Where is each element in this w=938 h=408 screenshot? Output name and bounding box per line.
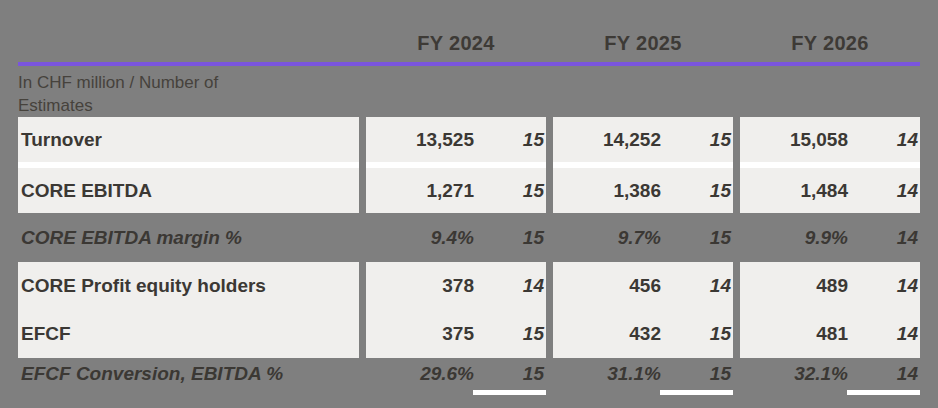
table-row-efcf-conversion: EFCF Conversion, EBITDA % 29.6% 15 31.1%… bbox=[18, 358, 920, 390]
value: 9.4% bbox=[366, 227, 474, 249]
metric-label-column: CORE Profit equity holders EFCF bbox=[18, 262, 359, 358]
value: 32.1% bbox=[740, 363, 848, 385]
column-header-fy2025: FY 2025 bbox=[553, 30, 733, 56]
sum-underline bbox=[553, 390, 733, 395]
estimate-count: 14 bbox=[661, 275, 733, 297]
table-row-core-ebitda-margin: CORE EBITDA margin % 9.4% 15 9.7% 15 9.9… bbox=[18, 213, 920, 262]
value: 9.7% bbox=[553, 227, 661, 249]
metric-label: CORE EBITDA margin % bbox=[18, 213, 359, 262]
estimate-count: 14 bbox=[848, 129, 920, 151]
value-cell: 9.7% 15 bbox=[553, 213, 733, 262]
unit-note: In CHF million / Number of Estimates bbox=[18, 71, 218, 117]
value-cell: 1,271 15 bbox=[366, 168, 546, 213]
metric-label: CORE EBITDA bbox=[18, 168, 359, 213]
metric-label: Turnover bbox=[18, 117, 359, 162]
unit-note-line1: In CHF million / Number of bbox=[18, 71, 218, 94]
estimate-count: 15 bbox=[474, 363, 546, 385]
value: 1,484 bbox=[740, 180, 848, 202]
value: 481 bbox=[740, 323, 848, 345]
value-cell: 29.6% 15 bbox=[366, 358, 546, 390]
value: 29.6% bbox=[366, 363, 474, 385]
value: 14,252 bbox=[553, 129, 661, 151]
value: 375 bbox=[366, 323, 474, 345]
consensus-table: Turnover 13,525 15 14,252 15 15,058 14 C… bbox=[18, 117, 920, 395]
estimate-count: 14 bbox=[848, 275, 920, 297]
estimate-count: 15 bbox=[661, 129, 733, 151]
sum-underline-row bbox=[18, 390, 920, 395]
column-header-fy2024: FY 2024 bbox=[366, 30, 546, 56]
estimate-count: 15 bbox=[661, 363, 733, 385]
estimate-count: 15 bbox=[474, 323, 546, 345]
value-cell: 32.1% 14 bbox=[740, 358, 920, 390]
column-header-fy2026: FY 2026 bbox=[740, 30, 920, 56]
value-cell: 9.9% 14 bbox=[740, 213, 920, 262]
unit-note-line2: Estimates bbox=[18, 94, 218, 117]
estimate-count: 15 bbox=[474, 180, 546, 202]
estimate-count: 14 bbox=[848, 180, 920, 202]
table-row-core-ebitda: CORE EBITDA 1,271 15 1,386 15 1,484 14 bbox=[18, 168, 920, 213]
table-rows-profit-efcf: CORE Profit equity holders EFCF 378 14 3… bbox=[18, 262, 920, 358]
value: 31.1% bbox=[553, 363, 661, 385]
value-cell: 432 15 bbox=[553, 310, 733, 358]
value-cell: 375 15 bbox=[366, 310, 546, 358]
value: 9.9% bbox=[740, 227, 848, 249]
value-cell: 9.4% 15 bbox=[366, 213, 546, 262]
estimate-count: 15 bbox=[661, 323, 733, 345]
value-column: 378 14 375 15 bbox=[366, 262, 546, 358]
estimate-count: 14 bbox=[848, 363, 920, 385]
estimate-count: 15 bbox=[474, 227, 546, 249]
estimate-count: 14 bbox=[848, 323, 920, 345]
estimate-count: 14 bbox=[848, 227, 920, 249]
value-cell: 14,252 15 bbox=[553, 117, 733, 162]
value-cell: 15,058 14 bbox=[740, 117, 920, 162]
estimate-count: 15 bbox=[661, 180, 733, 202]
value: 13,525 bbox=[366, 129, 474, 151]
sum-underline bbox=[740, 390, 920, 395]
header-spacer bbox=[18, 30, 359, 56]
value-cell: 13,525 15 bbox=[366, 117, 546, 162]
value-cell: 1,386 15 bbox=[553, 168, 733, 213]
metric-label: CORE Profit equity holders bbox=[18, 262, 359, 310]
value-cell: 31.1% 15 bbox=[553, 358, 733, 390]
value-cell: 456 14 bbox=[553, 262, 733, 310]
value-cell: 481 14 bbox=[740, 310, 920, 358]
value: 15,058 bbox=[740, 129, 848, 151]
estimate-count: 14 bbox=[474, 275, 546, 297]
value-cell: 489 14 bbox=[740, 262, 920, 310]
value-cell: 1,484 14 bbox=[740, 168, 920, 213]
value-column: 456 14 432 15 bbox=[553, 262, 733, 358]
table-row-turnover: Turnover 13,525 15 14,252 15 15,058 14 bbox=[18, 117, 920, 162]
value-column: 489 14 481 14 bbox=[740, 262, 920, 358]
metric-label: EFCF bbox=[18, 310, 359, 358]
fiscal-year-header-row: FY 2024 FY 2025 FY 2026 bbox=[18, 30, 920, 56]
value: 378 bbox=[366, 275, 474, 297]
metric-label: EFCF Conversion, EBITDA % bbox=[18, 358, 359, 390]
value: 432 bbox=[553, 323, 661, 345]
value: 456 bbox=[553, 275, 661, 297]
value: 1,386 bbox=[553, 180, 661, 202]
accent-divider-line bbox=[18, 62, 920, 66]
estimate-count: 15 bbox=[661, 227, 733, 249]
value: 489 bbox=[740, 275, 848, 297]
value: 1,271 bbox=[366, 180, 474, 202]
value-cell: 378 14 bbox=[366, 262, 546, 310]
estimate-count: 15 bbox=[474, 129, 546, 151]
sum-underline bbox=[366, 390, 546, 395]
